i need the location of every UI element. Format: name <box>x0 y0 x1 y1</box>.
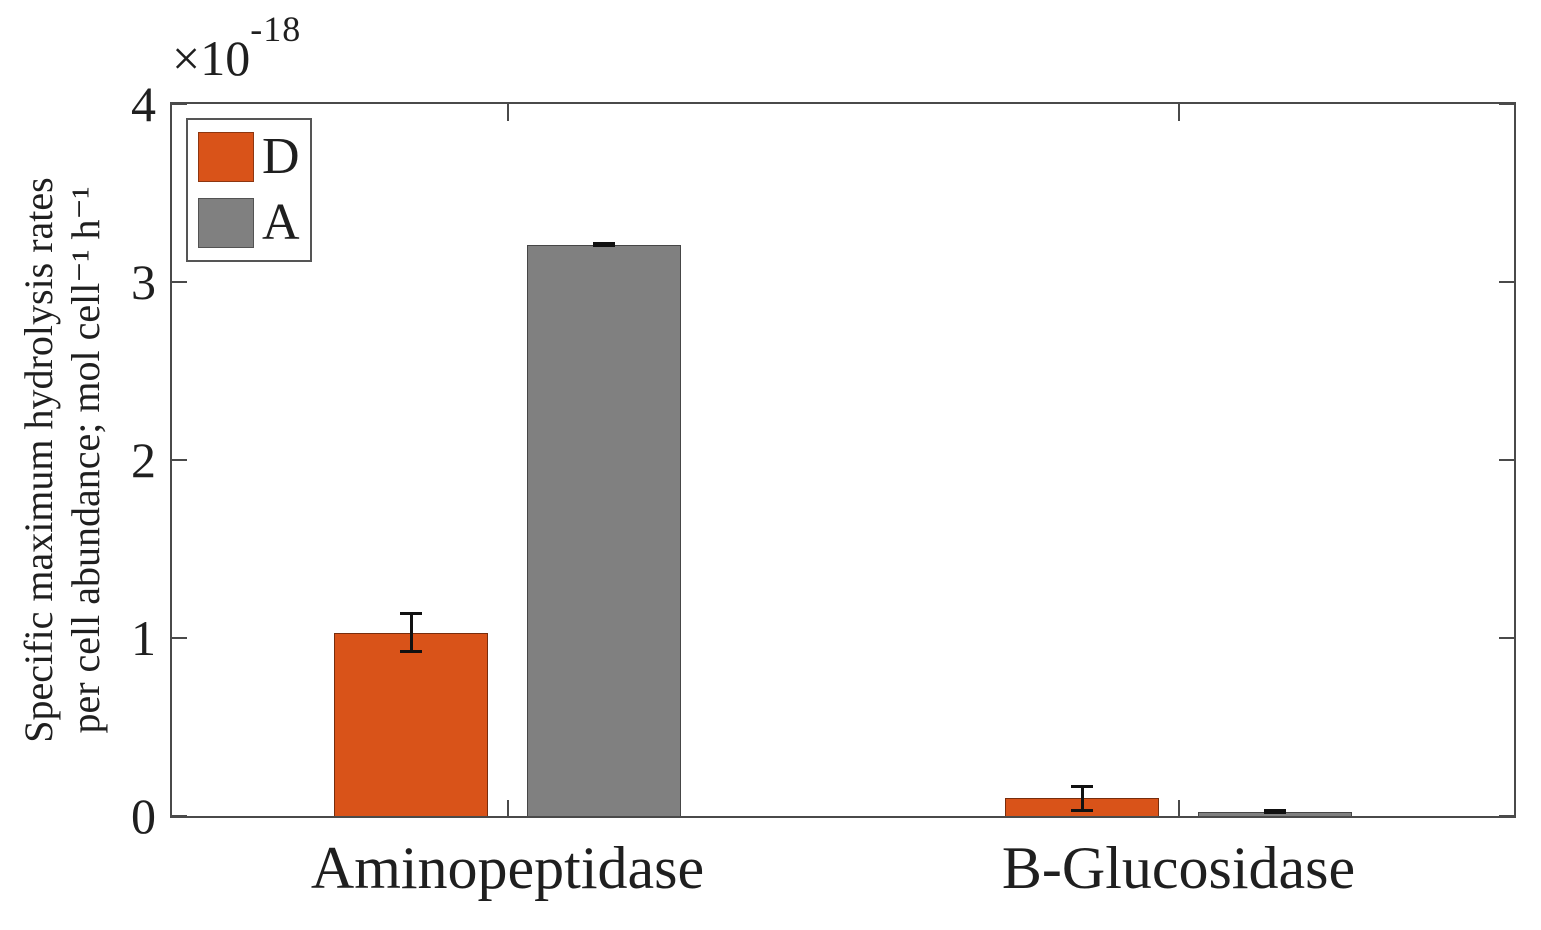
error-bar-cap-top <box>400 612 422 616</box>
y-tick-right <box>1499 637 1514 639</box>
error-bar-cap-bottom <box>593 244 615 248</box>
error-bar-d-b-glucosidase <box>1080 785 1084 811</box>
error-bar-cap-bottom <box>1264 810 1286 814</box>
bar-a-aminopeptidase <box>527 244 681 816</box>
legend-label-d: D <box>262 128 300 185</box>
legend-item-d: D <box>198 128 300 185</box>
y-tick-left <box>172 815 187 817</box>
y-scale-exponent: -18 <box>250 9 302 49</box>
x-tick-bottom <box>1177 800 1180 816</box>
y-tick-label: 0 <box>131 788 156 844</box>
x-tick-top <box>1177 104 1180 121</box>
legend-swatch-d <box>198 132 254 182</box>
error-bar-cap-top <box>1071 784 1093 788</box>
bar-d-aminopeptidase <box>334 632 488 816</box>
legend-label-a: A <box>262 194 300 251</box>
error-bar-cap-bottom <box>400 650 422 654</box>
y-tick-left <box>172 281 187 283</box>
y-axis-scale-label: ×10-18 <box>172 8 301 87</box>
x-tick-bottom <box>506 800 509 816</box>
error-bar-cap-top <box>1264 809 1286 813</box>
y-tick-left <box>172 637 187 639</box>
x-tick-top <box>506 104 509 121</box>
error-bar-d-aminopeptidase <box>409 613 413 653</box>
y-tick-label: 3 <box>131 254 156 310</box>
y-tick-label: 4 <box>131 76 156 132</box>
y-tick-label: 2 <box>131 432 156 488</box>
y-tick-right <box>1499 459 1514 461</box>
error-bar-cap-bottom <box>1071 808 1093 812</box>
y-tick-right <box>1499 815 1514 817</box>
y-tick-label: 1 <box>131 610 156 666</box>
legend-item-a: A <box>198 194 300 251</box>
legend-swatch-a <box>198 198 254 248</box>
category-label-b-glucosidase: B-Glucosidase <box>1001 835 1356 901</box>
y-tick-right <box>1499 281 1514 283</box>
y-tick-right <box>1499 103 1514 105</box>
y-tick-left <box>172 459 187 461</box>
category-label-aminopeptidase: Aminopeptidase <box>310 835 705 901</box>
error-bar-cap-top <box>593 241 615 245</box>
y-scale-base: ×10 <box>172 30 251 86</box>
y-tick-left <box>172 103 187 105</box>
